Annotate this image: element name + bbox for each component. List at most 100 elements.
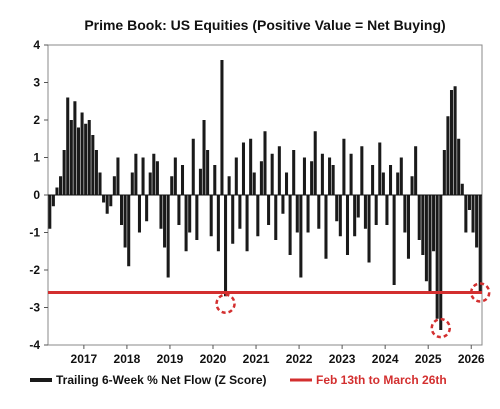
bar — [306, 195, 310, 233]
bar — [478, 195, 482, 293]
bar — [320, 153, 324, 195]
bar — [134, 153, 138, 195]
bar — [59, 176, 63, 195]
bar — [356, 195, 360, 218]
bar — [188, 195, 192, 233]
annotations — [215, 282, 491, 339]
bar — [259, 161, 263, 195]
bar — [224, 195, 228, 297]
x-tick-label: 2022 — [286, 352, 313, 366]
bar — [87, 120, 91, 195]
bar — [342, 138, 346, 195]
bar — [206, 150, 210, 195]
bar — [152, 153, 156, 195]
bar — [349, 153, 353, 195]
x-tick-label: 2021 — [243, 352, 270, 366]
chart-title: Prime Book: US Equities (Positive Value … — [84, 17, 445, 33]
highlight-circle — [430, 317, 452, 339]
bar — [313, 131, 317, 195]
highlight-circle — [215, 293, 236, 314]
bar — [51, 195, 55, 207]
bar — [302, 157, 306, 195]
y-tick-label: 4 — [33, 38, 40, 52]
bar — [267, 195, 271, 225]
bar — [84, 123, 88, 195]
bar — [378, 142, 382, 195]
bar — [367, 195, 371, 263]
bar — [374, 195, 378, 225]
bar — [324, 195, 328, 259]
bar — [159, 195, 163, 229]
bar — [396, 172, 400, 195]
y-tick-label: -3 — [29, 301, 40, 315]
bar — [328, 157, 332, 195]
bar — [471, 195, 475, 233]
bar — [209, 195, 213, 237]
bar — [292, 150, 296, 195]
bar — [399, 157, 403, 195]
bar — [263, 131, 267, 195]
bar — [256, 195, 260, 237]
bar — [91, 135, 95, 195]
bar — [148, 172, 152, 195]
x-tick-label: 2023 — [329, 352, 356, 366]
bar — [295, 195, 299, 233]
x-tick-label: 2019 — [157, 352, 184, 366]
bar — [381, 172, 385, 195]
bar — [48, 195, 52, 229]
bar — [435, 195, 439, 319]
bar — [180, 165, 185, 195]
bar — [284, 172, 289, 195]
y-tick-label: 2 — [33, 113, 40, 127]
bar — [127, 195, 131, 267]
bar — [392, 195, 396, 285]
bar — [69, 120, 73, 195]
bar — [213, 165, 217, 195]
bar — [442, 150, 446, 195]
bar — [345, 195, 350, 255]
bar — [220, 60, 224, 195]
x-tick-label: 2020 — [200, 352, 227, 366]
bar — [62, 150, 66, 195]
bar — [123, 195, 127, 248]
bar — [449, 90, 454, 195]
bar — [428, 195, 432, 293]
bar — [80, 112, 84, 195]
bar — [120, 195, 124, 225]
bar — [94, 150, 98, 195]
bar — [137, 195, 141, 233]
bar — [227, 176, 231, 195]
bar — [145, 195, 149, 222]
bar — [389, 165, 393, 195]
x-tick-label: 2024 — [372, 352, 399, 366]
bar — [457, 138, 461, 195]
bar — [155, 161, 159, 195]
bar — [102, 195, 106, 203]
x-ticks: 2017 2018 2019 2020 2021 2022 2023 2024 2025 2026 — [71, 345, 485, 366]
bar — [338, 195, 342, 237]
bar — [116, 157, 120, 195]
bar — [310, 161, 314, 195]
bar — [270, 153, 274, 195]
bar — [191, 138, 195, 195]
bar — [184, 195, 188, 252]
bar — [414, 146, 418, 195]
bar — [173, 157, 177, 195]
y-ticks: -4 -3 -2 -1 0 1 2 3 4 — [29, 38, 48, 352]
bar — [177, 195, 181, 225]
y-tick-label: -4 — [29, 338, 40, 352]
bar — [249, 138, 253, 195]
bar — [66, 97, 70, 195]
bar — [73, 101, 77, 195]
bar — [288, 195, 292, 255]
x-tick-label: 2017 — [71, 352, 98, 366]
bar — [216, 195, 220, 252]
bar — [417, 195, 421, 240]
bar — [371, 165, 375, 195]
bar — [112, 176, 116, 195]
legend-label-threshold: Feb 13th to March 26th — [316, 373, 447, 387]
bar — [277, 146, 281, 195]
bar — [105, 195, 109, 214]
bar — [421, 195, 425, 255]
